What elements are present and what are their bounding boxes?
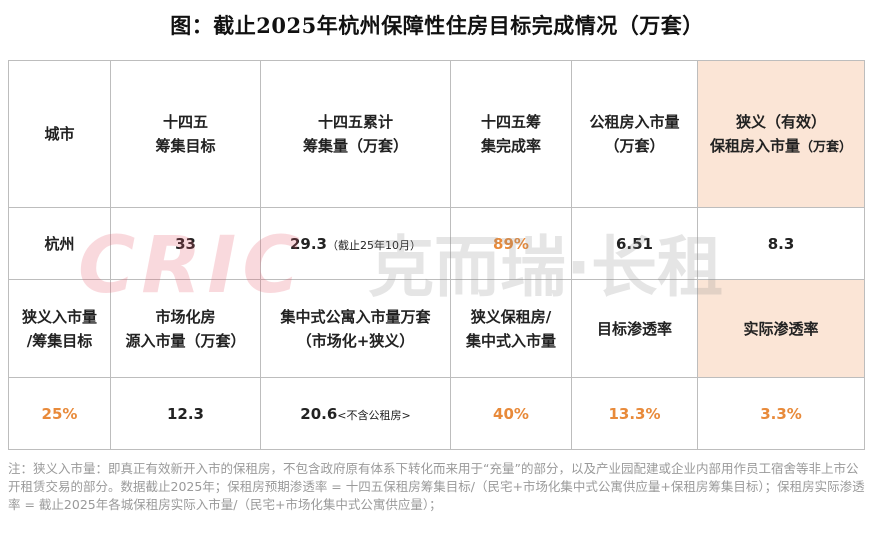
header-market: 市场化房 源入市量（万套）	[110, 279, 261, 378]
header-share: 狭义保租房/集中式入市量	[450, 279, 572, 378]
cell-market: 12.3	[110, 377, 261, 450]
page-title: 图：截止2025年杭州保障性住房目标完成情况（万套）	[170, 13, 704, 38]
header-row-1: 城市 十四五 筹集目标 十四五累计 筹集量（万套） 十四五筹 集完成率 公租房入市量（…	[8, 60, 865, 208]
cell-actual-penetration: 3.3%	[697, 377, 865, 450]
cell-share: 40%	[450, 377, 572, 450]
header-row-2: 狭义入市量/筹集目标 市场化房 源入市量（万套） 集中式公寓入市量万套 （市场化+狭…	[8, 279, 865, 378]
cell-cumulative: 29.3（截止25年10月）	[260, 207, 451, 280]
header-target: 十四五 筹集目标	[110, 60, 261, 208]
header-target-penetration: 目标渗透率	[571, 279, 698, 378]
cell-completion: 89%	[450, 207, 572, 280]
header-city: 城市	[8, 60, 111, 208]
cumulative-note: （截止25年10月）	[327, 238, 421, 252]
header-ratio: 狭义入市量/筹集目标	[8, 279, 111, 378]
data-row-2: 25% 12.3 20.6<不含公租房> 40% 13.3% 3.3%	[8, 377, 865, 450]
header-completion: 十四五筹 集完成率	[450, 60, 572, 208]
footnote: 注：狭义入市量：即真正有效新开入市的保租房，不包含政府原有体系下转化而来用于“充…	[8, 461, 865, 512]
target-table: 城市 十四五 筹集目标 十四五累计 筹集量（万套） 十四五筹 集完成率 公租房入市量（…	[8, 60, 865, 450]
cell-public-rental: 6.51	[571, 207, 698, 280]
header-public-rental: 公租房入市量 （万套）	[571, 60, 698, 208]
header-actual-penetration: 实际渗透率	[697, 279, 865, 378]
cell-narrow-rental: 8.3	[697, 207, 865, 280]
data-row-1: 杭州 33 29.3（截止25年10月） 89% 6.51 8.3	[8, 207, 865, 280]
header-narrow-rental: 狭义（有效） 保租房入市量（万套）	[697, 60, 865, 208]
header-cumulative: 十四五累计 筹集量（万套）	[260, 60, 451, 208]
apartment-note: <不含公租房>	[337, 408, 411, 422]
header-apartment: 集中式公寓入市量万套 （市场化+狭义）	[260, 279, 451, 378]
cell-target-penetration: 13.3%	[571, 377, 698, 450]
cell-ratio: 25%	[8, 377, 111, 450]
cell-city: 杭州	[8, 207, 111, 280]
cell-target: 33	[110, 207, 261, 280]
cell-apartment: 20.6<不含公租房>	[260, 377, 451, 450]
